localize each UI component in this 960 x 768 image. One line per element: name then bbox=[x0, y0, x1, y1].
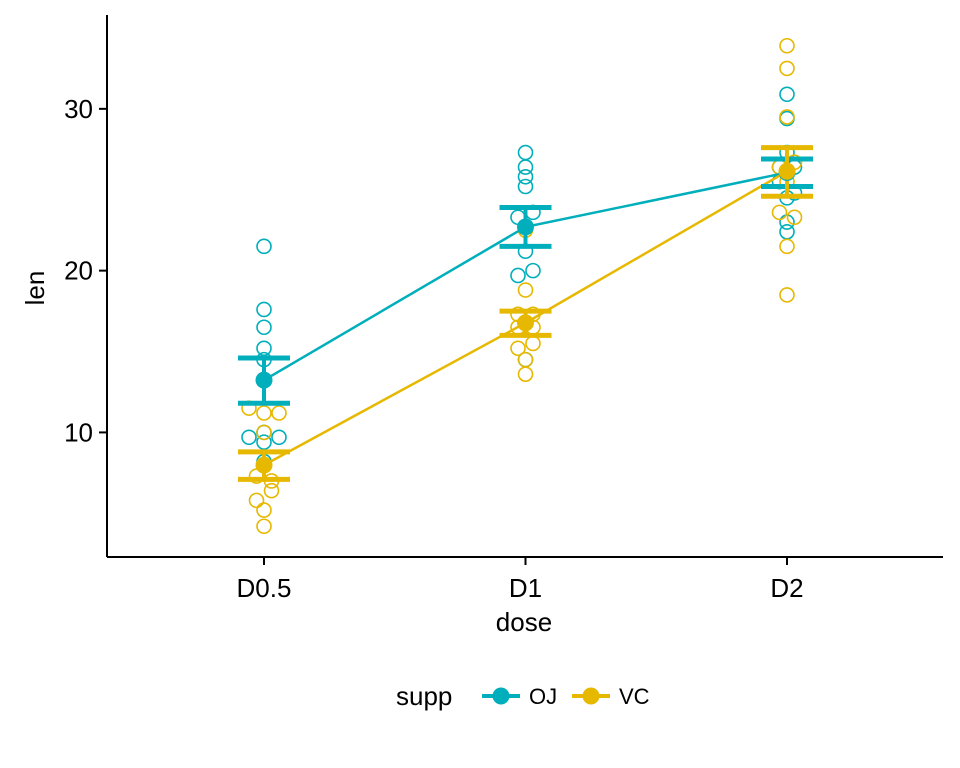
y-tick-label: 10 bbox=[64, 417, 93, 447]
data-point-oj bbox=[256, 238, 272, 255]
errorbars-layer bbox=[238, 145, 813, 482]
data-point-vc bbox=[779, 238, 795, 255]
legend-title: supp bbox=[396, 681, 452, 711]
mean-point-vc bbox=[517, 314, 534, 332]
data-point-vc bbox=[779, 109, 795, 125]
y-tick-label: 20 bbox=[64, 256, 93, 286]
y-tick-label: 30 bbox=[64, 94, 93, 124]
legend: supp OJ VC bbox=[396, 681, 650, 711]
data-point-vc bbox=[271, 405, 287, 421]
data-point-vc bbox=[779, 287, 795, 303]
data-point-vc bbox=[263, 482, 280, 499]
data-point-vc bbox=[517, 366, 534, 382]
x-tick-label: D1 bbox=[509, 573, 542, 603]
data-point-vc bbox=[510, 340, 526, 357]
data-point-oj bbox=[256, 340, 272, 357]
data-point-vc bbox=[525, 335, 541, 352]
data-point-vc bbox=[256, 424, 272, 441]
data-point-oj bbox=[256, 319, 272, 336]
legend-key-point bbox=[582, 687, 600, 705]
data-point-vc bbox=[256, 405, 272, 421]
points-layer bbox=[241, 37, 803, 535]
legend-key-point bbox=[492, 687, 510, 705]
data-point-oj bbox=[510, 267, 526, 284]
data-point-vc bbox=[786, 209, 803, 226]
legend-item-oj: OJ bbox=[482, 684, 557, 709]
mean-point-vc bbox=[255, 456, 273, 474]
data-point-vc bbox=[517, 351, 534, 368]
data-point-vc bbox=[248, 492, 265, 509]
means-layer bbox=[255, 162, 796, 474]
data-point-vc bbox=[256, 502, 272, 518]
data-point-oj bbox=[779, 86, 795, 103]
data-point-oj bbox=[517, 168, 534, 185]
data-point-oj bbox=[517, 159, 534, 175]
data-point-oj bbox=[517, 144, 534, 161]
data-point-vc bbox=[779, 60, 795, 77]
data-point-oj bbox=[256, 301, 272, 318]
data-point-oj bbox=[241, 429, 257, 446]
data-point-vc bbox=[779, 37, 795, 54]
mean-point-oj bbox=[255, 371, 273, 389]
data-point-vc bbox=[771, 204, 788, 221]
legend-item-vc: VC bbox=[572, 684, 650, 709]
data-point-oj bbox=[525, 262, 541, 279]
data-point-oj bbox=[271, 429, 287, 446]
legend-label: OJ bbox=[529, 684, 557, 709]
data-point-vc bbox=[517, 282, 534, 298]
data-point-oj bbox=[256, 434, 272, 450]
axes-layer: 10 20 30 D0.5 D1 D2 dose len bbox=[20, 15, 943, 637]
data-point-oj bbox=[779, 214, 795, 230]
x-axis-title: dose bbox=[496, 607, 552, 637]
mean-point-oj bbox=[517, 218, 534, 236]
data-point-vc bbox=[256, 518, 272, 535]
data-point-oj bbox=[517, 178, 534, 195]
x-tick-label: D2 bbox=[770, 573, 803, 603]
x-tick-label: D0.5 bbox=[237, 573, 292, 603]
legend-label: VC bbox=[619, 684, 650, 709]
y-axis-title: len bbox=[20, 271, 50, 306]
mean-point-vc bbox=[778, 162, 796, 180]
